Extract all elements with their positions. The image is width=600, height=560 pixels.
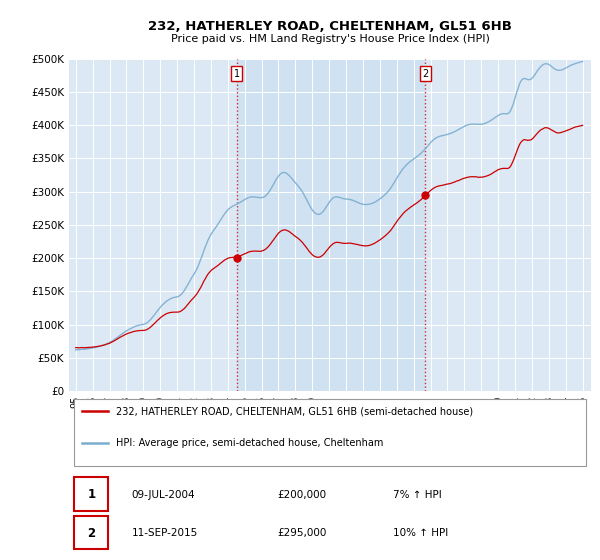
- Text: 1: 1: [88, 488, 95, 501]
- Text: 2: 2: [88, 526, 95, 540]
- FancyBboxPatch shape: [74, 478, 108, 511]
- Text: Price paid vs. HM Land Registry's House Price Index (HPI): Price paid vs. HM Land Registry's House …: [170, 34, 490, 44]
- Text: £200,000: £200,000: [278, 490, 327, 500]
- Text: 232, HATHERLEY ROAD, CHELTENHAM, GL51 6HB (semi-detached house): 232, HATHERLEY ROAD, CHELTENHAM, GL51 6H…: [116, 406, 473, 416]
- Text: HPI: Average price, semi-detached house, Cheltenham: HPI: Average price, semi-detached house,…: [116, 437, 383, 447]
- Text: 1: 1: [233, 69, 239, 79]
- Bar: [236, 59, 425, 391]
- Text: 7% ↑ HPI: 7% ↑ HPI: [392, 490, 442, 500]
- Text: 232, HATHERLEY ROAD, CHELTENHAM, GL51 6HB: 232, HATHERLEY ROAD, CHELTENHAM, GL51 6H…: [148, 20, 512, 32]
- Text: 10% ↑ HPI: 10% ↑ HPI: [392, 528, 448, 538]
- FancyBboxPatch shape: [74, 399, 586, 466]
- Text: 11-SEP-2015: 11-SEP-2015: [131, 528, 198, 538]
- Text: 2: 2: [422, 69, 428, 79]
- Text: £295,000: £295,000: [278, 528, 327, 538]
- FancyBboxPatch shape: [74, 516, 108, 549]
- Text: 09-JUL-2004: 09-JUL-2004: [131, 490, 195, 500]
